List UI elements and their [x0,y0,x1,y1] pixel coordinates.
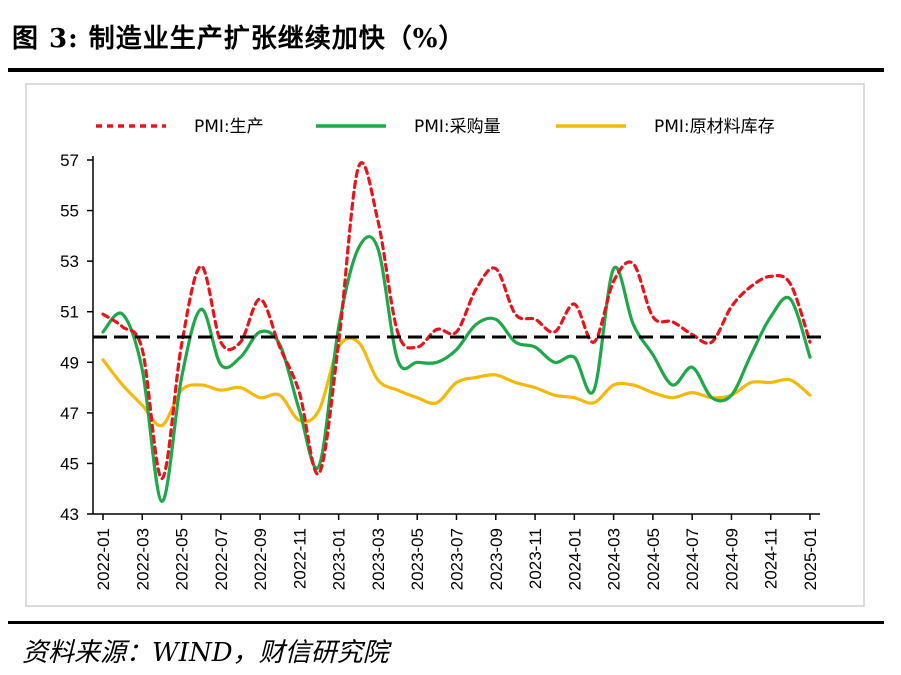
x-tick-label: 2024-03 [605,528,624,590]
legend-label-1: PMI:采购量 [414,117,501,137]
x-tick-label: 2023-01 [330,528,349,590]
legend: PMI:生产 PMI:采购量 PMI:原材料库存 [96,117,775,137]
x-tick-label: 2022-09 [251,528,270,590]
source-rule [8,621,884,624]
x-tick-label: 2025-01 [801,528,820,590]
chart-frame [25,83,865,607]
series-line-2 [101,336,812,428]
x-tick-label: 2024-01 [565,528,584,590]
x-tick-label: 2022-07 [212,528,231,590]
y-tick-label: 49 [60,353,79,372]
x-tick-label: 2023-05 [408,528,427,590]
y-tick-label: 55 [60,202,79,221]
y-tick-label: 51 [60,303,79,322]
figure-title: 图 3: 制造业生产扩张继续加快（%） [12,24,466,54]
y-tick-label: 57 [60,151,79,170]
x-tick-label: 2023-07 [448,528,467,590]
x-tick-label: 2022-11 [290,528,309,589]
source-note: 资料来源：WIND，财信研究院 [22,638,389,668]
legend-label-2: PMI:原材料库存 [654,117,775,137]
series-line-0 [101,161,812,481]
x-tick-label: 2023-11 [526,528,545,589]
x-tick-label: 2023-09 [487,528,506,590]
title-rule [8,68,884,72]
y-tick-label: 47 [60,404,79,423]
x-tick-label: 2024-11 [762,528,781,589]
x-tick-label: 2023-03 [369,528,388,590]
x-tick-label: 2024-07 [683,528,702,590]
legend-label-0: PMI:生产 [194,117,264,137]
x-axis: 2022-01 2022-03 2022-05 2022-07 2022-09 2022-… [93,513,820,590]
x-tick-label: 2024-05 [644,528,663,590]
x-tick-label: 2022-03 [133,528,152,590]
x-tick-label: 2024-09 [722,528,741,590]
y-tick-label: 45 [60,454,79,473]
y-tick-label: 53 [60,252,79,271]
x-tick-label: 2022-01 [94,528,113,590]
x-tick-label: 2022-05 [173,528,192,590]
y-axis: 43 45 47 49 51 53 55 57 [60,151,94,524]
y-tick-label: 43 [60,505,79,524]
